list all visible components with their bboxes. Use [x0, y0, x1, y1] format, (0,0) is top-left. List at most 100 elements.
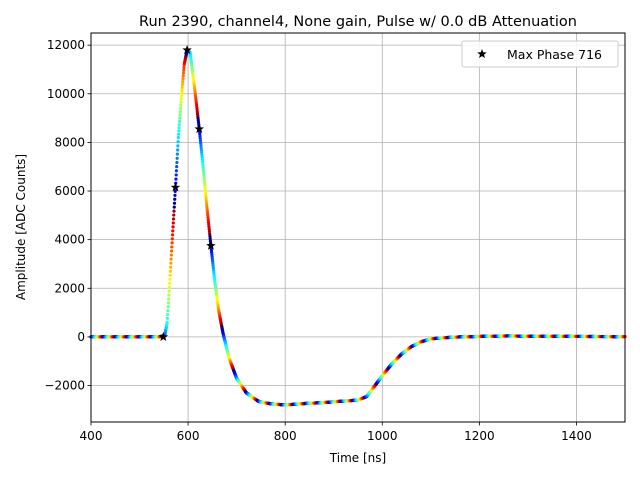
waveform-point — [173, 189, 177, 193]
waveform-point — [180, 91, 184, 95]
waveform-point — [204, 193, 208, 198]
y-tick-label: 8000 — [54, 135, 85, 149]
waveform-point — [179, 100, 183, 104]
waveform-point — [201, 162, 205, 167]
waveform-point — [169, 261, 173, 265]
y-tick-label: 0 — [77, 330, 85, 344]
waveform-point — [170, 245, 174, 249]
waveform-point — [203, 183, 207, 187]
waveform-point — [177, 126, 181, 130]
waveform-point — [168, 277, 172, 281]
waveform-point — [199, 143, 203, 148]
waveform-point — [170, 237, 174, 241]
waveform-point — [165, 316, 170, 321]
waveform-point — [178, 116, 182, 120]
plot-frame — [90, 32, 626, 423]
waveform-point — [181, 77, 185, 81]
data-layer — [89, 48, 627, 407]
waveform-point — [169, 249, 174, 253]
waveform-point — [175, 165, 179, 169]
waveform-point — [167, 297, 171, 301]
waveform-point — [205, 203, 209, 208]
y-tick-label: −2000 — [44, 379, 85, 393]
waveform-point — [178, 113, 182, 117]
waveform-point — [177, 132, 181, 136]
waveform-point — [168, 273, 172, 277]
waveform-point — [207, 222, 211, 227]
waveform-point — [169, 257, 173, 261]
waveform-point — [171, 229, 175, 233]
waveform-point — [208, 237, 212, 241]
max-phase-star-marker — [206, 240, 216, 250]
x-tick-label: 400 — [80, 429, 103, 443]
waveform-point — [179, 97, 183, 101]
waveform-point — [202, 170, 206, 174]
waveform-point — [179, 94, 184, 98]
waveform-point — [203, 180, 207, 185]
waveform-point — [176, 144, 180, 148]
legend-star-glyph — [477, 49, 487, 59]
x-axis-label: Time [ns] — [329, 451, 386, 465]
waveform-point — [180, 88, 184, 92]
waveform-point — [172, 205, 176, 209]
waveform-point — [176, 135, 180, 140]
waveform-point — [171, 217, 176, 221]
waveform-point — [166, 305, 170, 309]
waveform-point — [167, 289, 171, 293]
waveform-point — [172, 209, 176, 213]
waveform-point — [199, 141, 203, 145]
waveform-point — [178, 119, 182, 123]
waveform-point — [176, 140, 180, 144]
y-tick-label: 2000 — [54, 281, 85, 295]
waveform-point — [182, 68, 186, 72]
waveform-point — [180, 82, 185, 87]
y-axis-label: Amplitude [ADC Counts] — [14, 154, 28, 300]
legend: Max Phase 716 — [461, 40, 619, 68]
waveform-point — [204, 199, 208, 203]
waveform-point — [182, 65, 186, 70]
waveform-point — [200, 157, 205, 162]
y-tick-label: 10000 — [47, 87, 85, 101]
waveform-point — [176, 148, 180, 152]
waveform-point — [169, 253, 173, 257]
waveform-point — [203, 191, 208, 195]
max-phase-star-marker — [170, 182, 181, 192]
waveform-point — [207, 227, 211, 231]
waveform-point — [177, 129, 181, 133]
waveform-point — [181, 80, 185, 84]
waveform-point — [205, 208, 209, 212]
waveform-point — [207, 225, 211, 229]
waveform-point — [199, 148, 204, 152]
waveform-point — [207, 229, 212, 234]
waveform-point — [173, 197, 177, 201]
waveform-point — [172, 213, 176, 217]
waveform-point — [168, 269, 172, 273]
x-tick-label: 1400 — [561, 429, 592, 443]
waveform-point — [174, 173, 178, 177]
waveform-point — [201, 160, 205, 164]
waveform-point — [204, 201, 209, 205]
waveform-point — [203, 186, 207, 190]
waveform-point — [198, 134, 202, 138]
waveform-point — [175, 152, 180, 156]
legend-box — [461, 40, 619, 68]
waveform-point — [200, 153, 204, 157]
tick-layer: 400 600 800 1000 1200 1400 −2000 0 2000 4000 6000 8… — [44, 38, 591, 443]
waveform-point — [173, 193, 177, 197]
grid-layer — [90, 33, 625, 422]
waveform-point — [165, 320, 169, 324]
waveform-point — [174, 177, 178, 181]
waveform-point — [201, 168, 205, 172]
waveform-point — [168, 281, 172, 286]
waveform-point — [174, 169, 179, 173]
waveform-point — [166, 301, 171, 305]
waveform-point — [166, 312, 170, 317]
waveform-point — [170, 233, 175, 237]
waveform-point — [208, 234, 212, 238]
waveform-point — [202, 173, 206, 177]
waveform-point — [205, 211, 210, 215]
waveform-point — [199, 146, 203, 150]
waveform-point — [206, 218, 210, 222]
waveform-point — [203, 188, 207, 192]
